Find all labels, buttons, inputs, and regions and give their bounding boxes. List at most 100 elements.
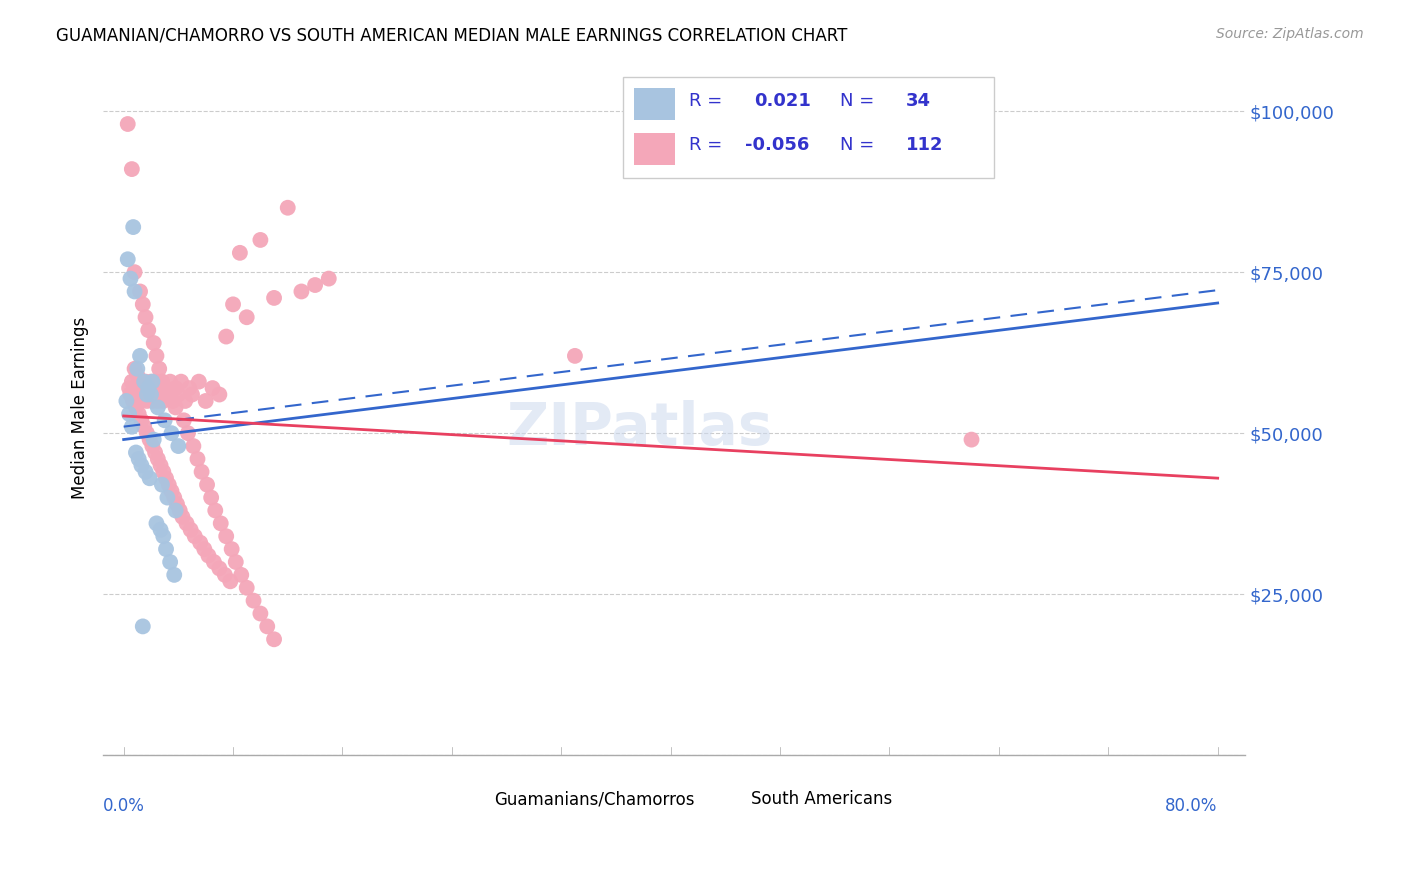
Point	[187, 375, 209, 389]
Point	[162, 394, 184, 409]
Text: N =: N =	[839, 93, 875, 111]
Point	[138, 433, 160, 447]
Point	[146, 401, 169, 415]
Text: 0.0%: 0.0%	[103, 797, 145, 815]
Point	[190, 465, 212, 479]
Point	[229, 245, 252, 260]
Point	[195, 477, 218, 491]
Point	[127, 368, 149, 383]
Point	[156, 491, 179, 505]
FancyBboxPatch shape	[634, 88, 675, 120]
Point	[173, 413, 195, 427]
Point	[128, 387, 150, 401]
Point	[177, 426, 200, 441]
Y-axis label: Median Male Earnings: Median Male Earnings	[72, 317, 89, 499]
Point	[150, 375, 173, 389]
Point	[215, 329, 238, 343]
Point	[155, 542, 177, 557]
Point	[135, 465, 157, 479]
Point	[150, 375, 173, 389]
Point	[132, 297, 155, 311]
Point	[118, 381, 141, 395]
Point	[142, 336, 165, 351]
Point	[201, 381, 224, 395]
Point	[564, 349, 586, 363]
Text: Source: ZipAtlas.com: Source: ZipAtlas.com	[1216, 27, 1364, 41]
Point	[136, 381, 159, 395]
Point	[208, 387, 231, 401]
Point	[169, 503, 191, 517]
FancyBboxPatch shape	[623, 77, 994, 178]
Point	[183, 439, 205, 453]
Point	[150, 477, 173, 491]
Point	[214, 567, 236, 582]
Point	[176, 516, 198, 531]
Text: 0.021: 0.021	[754, 93, 811, 111]
Text: South Americans: South Americans	[751, 790, 891, 808]
Point	[181, 387, 204, 401]
Point	[155, 471, 177, 485]
Point	[249, 233, 271, 247]
Text: R =: R =	[689, 136, 723, 154]
Point	[148, 361, 170, 376]
Point	[146, 452, 169, 467]
Point	[156, 387, 179, 401]
Point	[125, 401, 148, 415]
Point	[180, 523, 202, 537]
Point	[125, 445, 148, 459]
Point	[160, 426, 183, 441]
Point	[167, 439, 190, 453]
Text: ZIPatlas: ZIPatlas	[506, 400, 773, 457]
FancyBboxPatch shape	[449, 784, 485, 814]
FancyBboxPatch shape	[634, 133, 675, 165]
Point	[118, 407, 141, 421]
Point	[202, 555, 225, 569]
Point	[125, 381, 148, 395]
Point	[134, 419, 156, 434]
Point	[129, 285, 152, 299]
Point	[117, 117, 139, 131]
Point	[138, 471, 160, 485]
Point	[121, 162, 143, 177]
Point	[120, 271, 142, 285]
Point	[152, 394, 174, 409]
Point	[225, 555, 247, 569]
Point	[209, 516, 232, 531]
Text: R =: R =	[689, 93, 723, 111]
Point	[142, 381, 165, 395]
Point	[960, 433, 983, 447]
Point	[136, 381, 159, 395]
Point	[186, 452, 208, 467]
Point	[159, 375, 181, 389]
Point	[194, 394, 217, 409]
Point	[221, 542, 243, 557]
Point	[128, 452, 150, 467]
Point	[143, 387, 166, 401]
Point	[156, 387, 179, 401]
Text: -0.056: -0.056	[745, 136, 810, 154]
Point	[128, 407, 150, 421]
Point	[290, 285, 312, 299]
Point	[149, 458, 172, 473]
Point	[152, 465, 174, 479]
Point	[122, 220, 145, 235]
Point	[197, 549, 219, 563]
Point	[160, 484, 183, 499]
Point	[142, 433, 165, 447]
Point	[135, 375, 157, 389]
Point	[121, 419, 143, 434]
Point	[152, 529, 174, 543]
Point	[145, 349, 167, 363]
Point	[122, 394, 145, 409]
Point	[149, 523, 172, 537]
Point	[215, 529, 238, 543]
Point	[124, 361, 146, 376]
Point	[148, 381, 170, 395]
Point	[200, 491, 222, 505]
Point	[141, 375, 163, 389]
Point	[304, 278, 326, 293]
Point	[135, 310, 157, 325]
Text: 80.0%: 80.0%	[1166, 797, 1218, 815]
Point	[163, 491, 186, 505]
Point	[193, 542, 215, 557]
